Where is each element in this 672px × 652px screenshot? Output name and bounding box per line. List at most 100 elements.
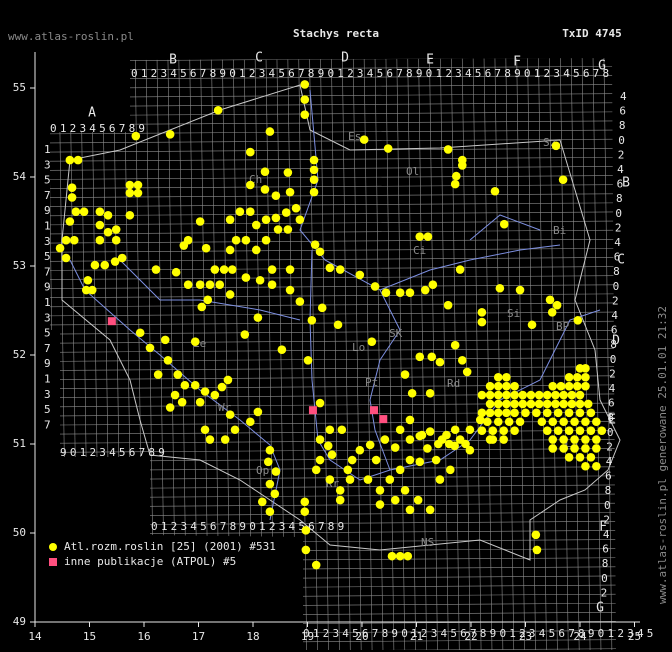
y-tick-label: 49	[13, 615, 26, 628]
point	[177, 397, 187, 407]
source: www.atlas-roslin.pl	[8, 30, 134, 43]
point	[133, 180, 143, 190]
grid-cell-line	[50, 138, 616, 144]
point	[343, 465, 353, 475]
point	[504, 417, 514, 427]
point	[575, 426, 585, 435]
point	[363, 475, 373, 484]
point	[95, 235, 105, 245]
point	[227, 265, 237, 274]
grid-cell-line	[50, 475, 616, 481]
grid-cell-line	[648, 55, 656, 652]
point	[413, 495, 423, 505]
point	[405, 505, 415, 515]
point	[217, 382, 227, 392]
point	[170, 390, 180, 400]
point	[255, 275, 265, 285]
point	[67, 193, 77, 202]
grid-cell-line	[50, 75, 616, 80]
point	[510, 381, 519, 391]
point	[253, 407, 263, 417]
x-tick-label: 15	[83, 630, 96, 643]
grid-cell-line	[50, 175, 616, 180]
grid-cell-line	[331, 58, 340, 650]
point	[400, 370, 410, 379]
point	[485, 390, 495, 400]
point	[567, 390, 577, 400]
point	[427, 352, 437, 362]
point	[173, 370, 183, 379]
point	[592, 417, 601, 427]
point	[570, 417, 579, 427]
point	[553, 426, 563, 435]
point	[231, 235, 241, 245]
region-label: Rd	[447, 377, 460, 390]
grid-cell-line	[50, 357, 616, 362]
grid-letter: C	[255, 51, 263, 66]
point	[390, 495, 400, 505]
point	[260, 167, 270, 176]
point	[425, 388, 435, 398]
grid-letter: C	[617, 253, 625, 268]
grid-cell-line	[560, 58, 569, 650]
grid-cell-line	[527, 58, 536, 650]
grid-cell-line	[418, 58, 427, 650]
grid-letter: D	[341, 51, 349, 66]
point	[225, 410, 235, 419]
point	[455, 265, 465, 274]
point	[559, 435, 568, 444]
point	[543, 408, 552, 418]
grid-cell-line	[50, 293, 616, 299]
point	[477, 307, 487, 317]
point	[435, 475, 445, 484]
point	[586, 453, 596, 462]
point	[572, 372, 582, 382]
point	[434, 439, 443, 449]
grid-cell-line	[626, 55, 634, 652]
point	[395, 288, 405, 298]
grid-digits: 0123456789012345678901234567890123456789…	[131, 67, 612, 80]
point	[223, 375, 233, 385]
point	[283, 225, 293, 234]
point	[526, 390, 536, 400]
point	[547, 307, 557, 317]
point	[387, 551, 397, 561]
points	[55, 80, 607, 570]
legend-label: inne publikacje (ATPOL) #5	[64, 555, 236, 568]
grid-cell-line	[50, 275, 616, 280]
point	[451, 171, 461, 181]
point	[201, 243, 211, 253]
point	[526, 399, 536, 409]
point	[417, 430, 427, 440]
y-tick-label: 55	[13, 81, 26, 94]
grid-cell-line	[50, 256, 616, 262]
point	[309, 165, 319, 175]
point	[307, 315, 317, 325]
x-tick-label: 17	[192, 630, 205, 643]
x-tick-label: 24	[573, 630, 587, 643]
point	[311, 560, 321, 570]
y-tick-label: 53	[13, 259, 26, 272]
region-label: Pt	[365, 376, 378, 389]
point	[425, 427, 435, 436]
point	[195, 280, 205, 289]
point	[477, 426, 487, 435]
grid-cell-line	[50, 84, 616, 89]
point	[190, 380, 200, 390]
region-label: SK	[389, 327, 403, 340]
point	[592, 444, 601, 453]
point	[370, 282, 380, 291]
point	[403, 551, 413, 561]
point	[499, 219, 509, 229]
point	[151, 265, 161, 274]
point	[572, 381, 582, 391]
y-tick-label: 52	[13, 348, 26, 361]
point	[485, 399, 495, 409]
point	[551, 390, 560, 400]
point	[510, 408, 519, 418]
point	[300, 80, 310, 89]
point	[395, 425, 405, 435]
point	[581, 372, 590, 382]
point	[450, 340, 460, 350]
